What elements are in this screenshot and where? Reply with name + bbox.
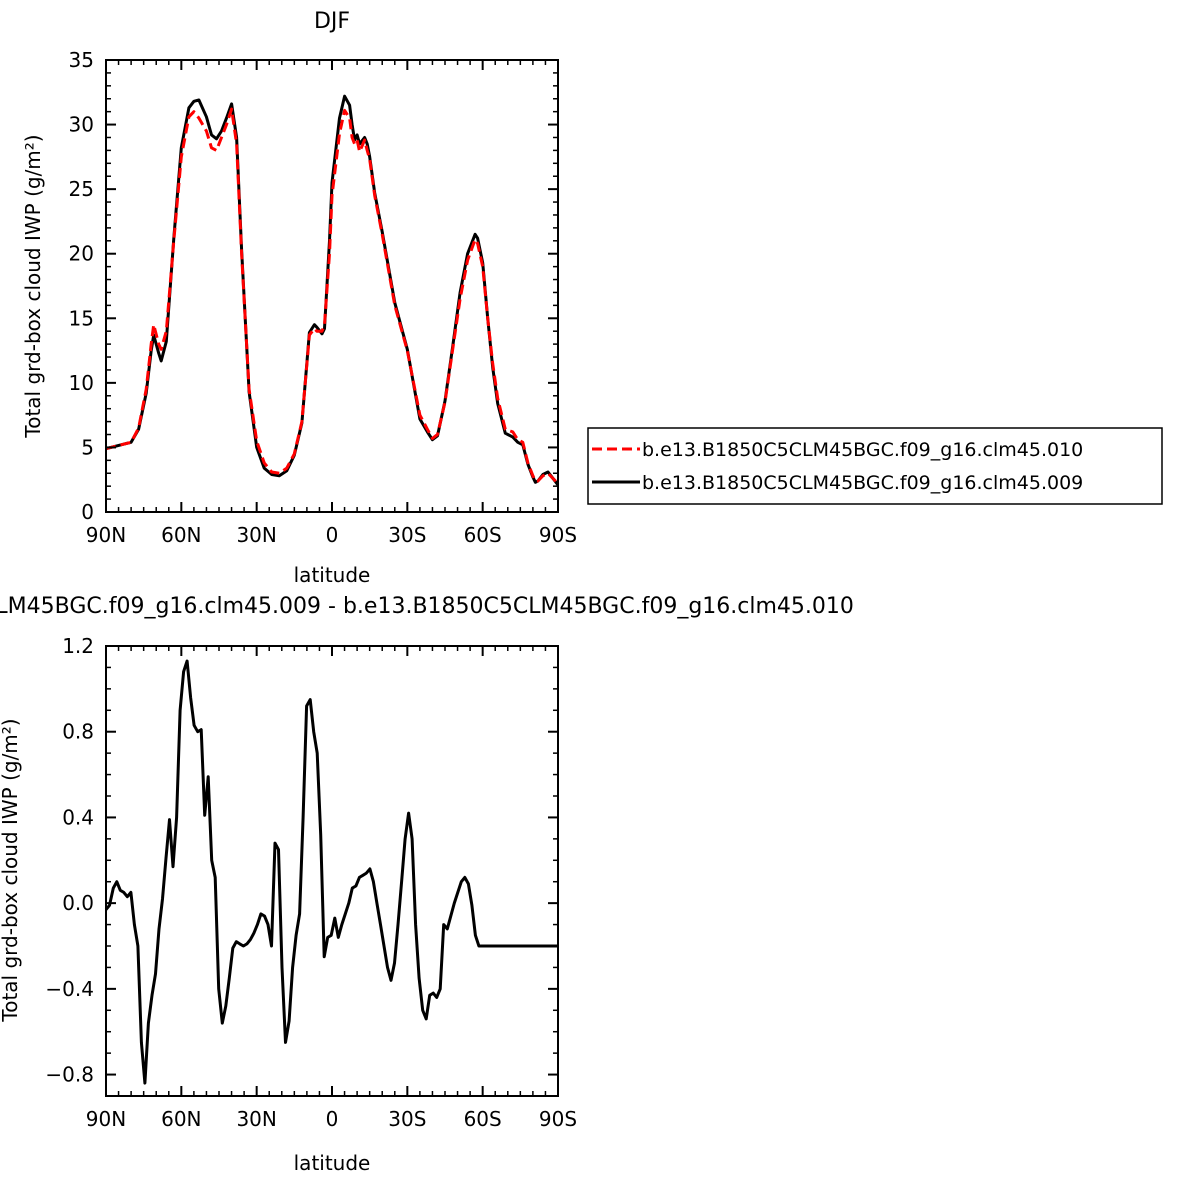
y-tick-label: 5 xyxy=(81,435,94,459)
y-tick-label: 0.4 xyxy=(62,805,94,829)
chart-title: b.e13.B1850C5CLM45BGC.f09_g16.clm45.009 … xyxy=(0,594,854,619)
y-tick-label: 0.0 xyxy=(62,891,94,915)
x-tick-label: 90S xyxy=(539,523,577,547)
chart-title: DJF xyxy=(314,9,350,34)
y-tick-label: 35 xyxy=(69,48,94,72)
series-line xyxy=(104,659,558,1085)
series-line xyxy=(105,94,560,486)
legend-label-009: b.e13.B1850C5CLM45BGC.f09_g16.clm45.009 xyxy=(642,472,1083,494)
y-axis-label: Total grd-box cloud IWP (g/m²) xyxy=(21,134,45,438)
y-tick-label: 1.2 xyxy=(62,634,94,658)
y-tick-label: −0.4 xyxy=(45,977,94,1001)
legend-label-010: b.e13.B1850C5CLM45BGC.f09_g16.clm45.010 xyxy=(642,439,1083,461)
x-tick-label: 0 xyxy=(326,523,339,547)
x-tick-label: 90N xyxy=(86,1107,126,1131)
legend: b.e13.B1850C5CLM45BGC.f09_g16.clm45.010 … xyxy=(587,427,1163,505)
x-tick-label: 60N xyxy=(161,523,201,547)
x-tick-label: 0 xyxy=(326,1107,339,1131)
x-tick-label: 90S xyxy=(539,1107,577,1131)
axis-ticks: 90N 60N 30N 0 30S 60S 90S −0.8 −0.4 0.0 0.4 0.8 1.2 xyxy=(45,634,577,1131)
y-tick-label: −0.8 xyxy=(45,1063,94,1087)
y-tick-label: 25 xyxy=(69,177,94,201)
y-tick-label: 20 xyxy=(69,242,94,266)
legend-box xyxy=(587,427,1163,505)
series-lines xyxy=(105,94,560,486)
y-tick-label: 10 xyxy=(69,371,94,395)
y-tick-label: 15 xyxy=(69,306,94,330)
x-axis-label: latitude xyxy=(294,563,371,587)
plot-frame xyxy=(105,59,559,513)
chart-panel-bottom: b.e13.B1850C5CLM45BGC.f09_g16.clm45.009 … xyxy=(0,594,854,1175)
chart-panel-top: DJF 90N 60N 30N 0 30S 60S 90S 0 5 10 15 20 25 30 35 la… xyxy=(21,9,1163,587)
x-tick-label: 30S xyxy=(388,1107,426,1131)
series-line xyxy=(105,107,560,485)
x-tick-label: 60S xyxy=(464,1107,502,1131)
y-tick-label: 0.8 xyxy=(62,720,94,744)
x-tick-label: 90N xyxy=(86,523,126,547)
x-tick-label: 30N xyxy=(236,1107,276,1131)
x-tick-label: 30N xyxy=(236,523,276,547)
x-tick-label: 30S xyxy=(388,523,426,547)
y-tick-label: 30 xyxy=(69,113,94,137)
series-lines xyxy=(104,659,558,1085)
x-tick-label: 60N xyxy=(161,1107,201,1131)
x-axis-label: latitude xyxy=(294,1151,371,1175)
x-tick-label: 60S xyxy=(464,523,502,547)
plot-frame xyxy=(105,645,559,1097)
axis-ticks: 90N 60N 30N 0 30S 60S 90S 0 5 10 15 20 25 30 35 xyxy=(69,48,578,547)
y-tick-label: 0 xyxy=(81,500,94,524)
y-axis-label: Total grd-box cloud IWP (g/m²) xyxy=(0,718,22,1022)
